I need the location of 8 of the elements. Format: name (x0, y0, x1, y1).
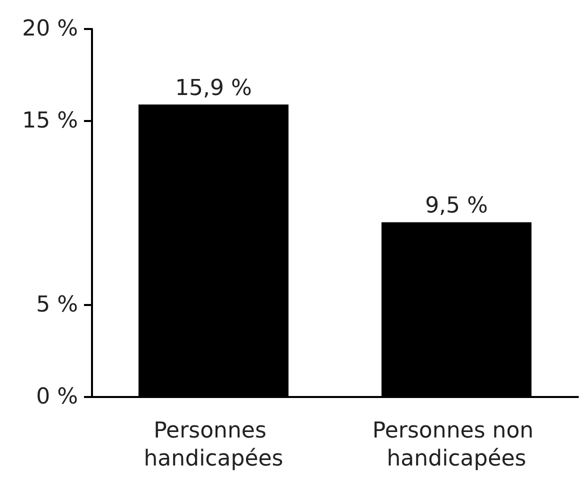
y-tick-label: 20 % (22, 16, 78, 42)
y-tick-label: 15 % (22, 108, 78, 134)
y-tick-label: 0 % (36, 384, 78, 410)
y-tick-label: 5 % (36, 292, 78, 318)
data-label: 15,9 % (175, 76, 252, 101)
data-label: 9,5 % (425, 194, 488, 219)
x-tick-label: Personnes non handicapées (372, 418, 541, 472)
x-tick-label: Personnes handicapées (144, 418, 284, 472)
